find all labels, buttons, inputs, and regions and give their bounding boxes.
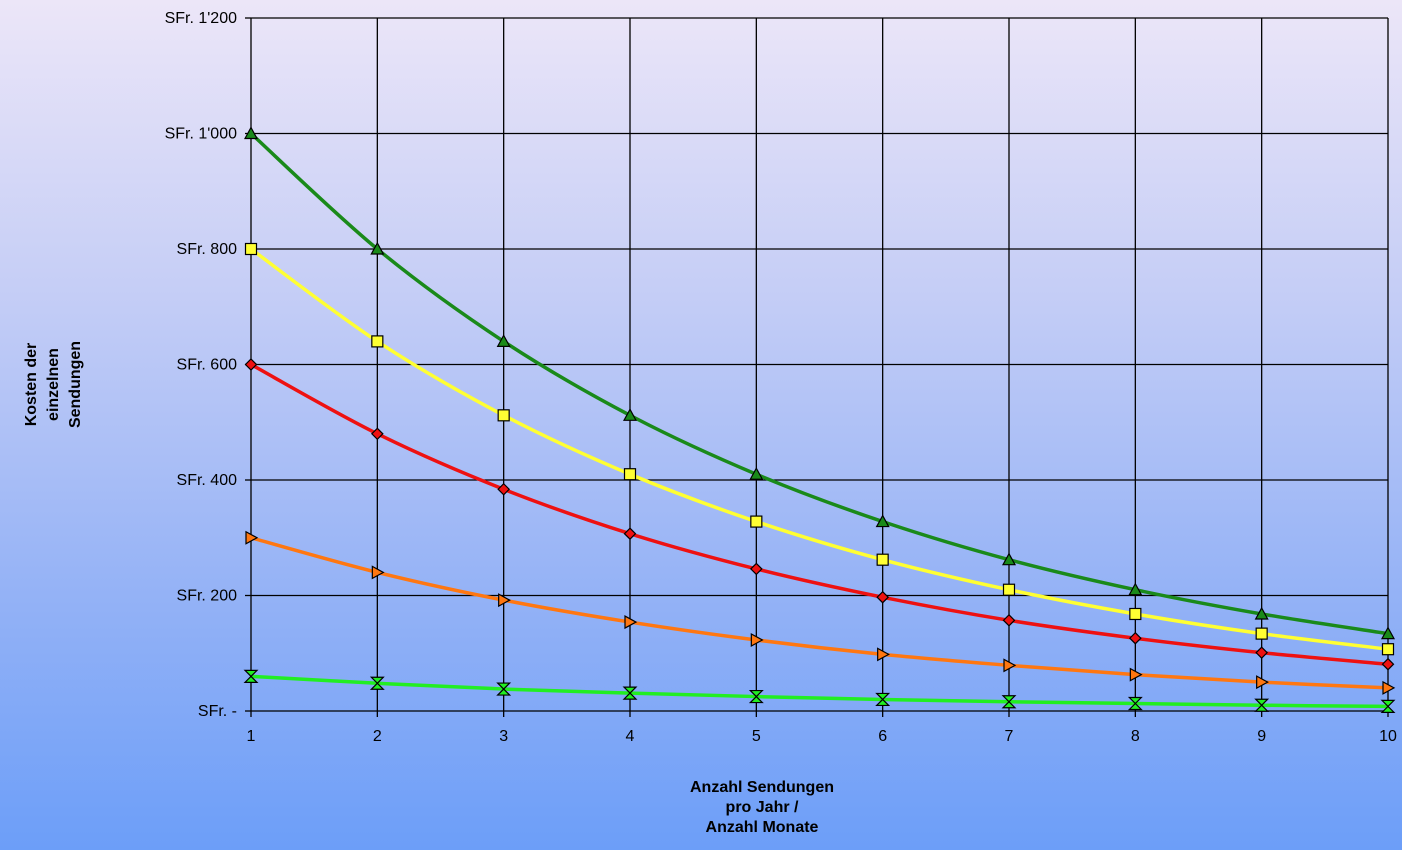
hourglass-marker bbox=[622, 686, 638, 700]
square-marker bbox=[1381, 643, 1395, 656]
square-marker bbox=[244, 242, 258, 256]
triangle-right-marker bbox=[245, 530, 259, 545]
x-tick-label: 3 bbox=[499, 728, 508, 745]
triangle-right-marker bbox=[498, 593, 511, 608]
series-line bbox=[250, 674, 1389, 709]
y-axis-title-line: einzelnen bbox=[45, 348, 62, 421]
x-tick-label: 6 bbox=[878, 728, 887, 745]
square-marker bbox=[1255, 627, 1268, 640]
diamond-marker bbox=[623, 527, 637, 541]
y-tick-label: SFr. 1'000 bbox=[165, 126, 238, 143]
triangle-right-marker bbox=[1129, 667, 1143, 682]
triangle-marker bbox=[1128, 582, 1143, 596]
triangle-right-marker bbox=[624, 615, 638, 630]
x-axis-title: Anzahl Sendungen pro Jahr / Anzahl Monate bbox=[690, 779, 834, 836]
y-tick-label: SFr. 200 bbox=[177, 588, 238, 605]
diamond-marker bbox=[497, 482, 511, 496]
x-tick-label: 2 bbox=[373, 728, 382, 745]
y-tick-label: SFr. 600 bbox=[177, 357, 238, 374]
hourglass-marker bbox=[875, 692, 891, 707]
hourglass-marker bbox=[748, 689, 764, 704]
triangle-right-marker bbox=[371, 565, 385, 580]
triangle-right-marker bbox=[1256, 675, 1269, 690]
y-axis-title: Kosten der einzelnen Sendungen bbox=[23, 341, 84, 428]
x-tick-label: 8 bbox=[1131, 728, 1140, 745]
diamond-marker bbox=[1381, 657, 1395, 671]
diamond-marker bbox=[876, 590, 890, 604]
hourglass-marker bbox=[1001, 695, 1017, 709]
x-axis-title-line: Anzahl Monate bbox=[706, 819, 819, 836]
diamond-marker bbox=[1002, 613, 1016, 627]
triangle-right-marker bbox=[877, 647, 890, 662]
triangle-marker bbox=[875, 514, 890, 528]
diamond-marker bbox=[244, 358, 258, 371]
triangle-marker bbox=[243, 126, 259, 140]
y-axis-title-line: Kosten der bbox=[23, 343, 40, 427]
triangle-right-marker bbox=[1382, 680, 1396, 695]
triangle-marker bbox=[622, 408, 638, 421]
y-axis-title-line: Sendungen bbox=[67, 341, 84, 428]
series-line bbox=[250, 362, 1389, 666]
diamond-marker bbox=[749, 562, 763, 576]
x-tick-label: 1 bbox=[247, 728, 256, 745]
x-axis-title-line: Anzahl Sendungen bbox=[690, 779, 834, 796]
square-marker bbox=[876, 553, 889, 566]
triangle-marker bbox=[370, 241, 385, 255]
x-axis-title-line: pro Jahr / bbox=[726, 799, 799, 816]
x-tick-label: 7 bbox=[1005, 728, 1014, 745]
series-line bbox=[249, 132, 1389, 636]
x-tick-label: 4 bbox=[626, 728, 635, 745]
hourglass-marker bbox=[369, 676, 385, 690]
triangle-right-marker bbox=[1003, 658, 1017, 673]
square-marker bbox=[371, 335, 384, 348]
y-tick-label: SFr. 1'200 bbox=[165, 10, 238, 27]
hourglass-marker bbox=[496, 682, 512, 696]
diamond-marker bbox=[1128, 631, 1142, 645]
diamond-marker bbox=[370, 427, 384, 441]
series-lines bbox=[249, 132, 1389, 709]
triangle-marker bbox=[1254, 606, 1269, 620]
square-marker bbox=[497, 409, 510, 422]
x-tick-label: 5 bbox=[752, 728, 761, 745]
triangle-marker bbox=[1001, 552, 1017, 566]
series-line bbox=[249, 247, 1389, 651]
triangle-marker bbox=[749, 466, 764, 480]
triangle-right-marker bbox=[750, 632, 764, 647]
y-tick-label: SFr. 400 bbox=[177, 472, 238, 489]
square-marker bbox=[1002, 583, 1016, 596]
x-tick-label: 10 bbox=[1379, 728, 1397, 745]
x-tick-label: 9 bbox=[1257, 728, 1266, 745]
triangle-marker bbox=[496, 334, 511, 347]
square-marker bbox=[1129, 607, 1142, 621]
y-tick-label: SFr. 800 bbox=[177, 241, 238, 258]
y-tick-label: SFr. - bbox=[198, 703, 237, 720]
triangle-marker bbox=[1380, 626, 1396, 640]
square-marker bbox=[750, 515, 763, 528]
grid-lines bbox=[245, 17, 1389, 717]
diamond-marker bbox=[1255, 646, 1269, 660]
hourglass-marker bbox=[243, 669, 259, 683]
hourglass-marker bbox=[1127, 696, 1143, 711]
y-axis-ticks: SFr. - SFr. 200 SFr. 400 SFr. 600 SFr. 800 SF… bbox=[165, 10, 238, 720]
square-marker bbox=[623, 468, 637, 481]
x-axis-ticks: 1 2 3 4 5 6 7 8 9 10 bbox=[247, 728, 1397, 745]
series-markers bbox=[243, 126, 1396, 713]
hourglass-marker bbox=[1380, 699, 1396, 713]
hourglass-marker bbox=[1254, 698, 1270, 712]
series-line bbox=[250, 536, 1389, 690]
